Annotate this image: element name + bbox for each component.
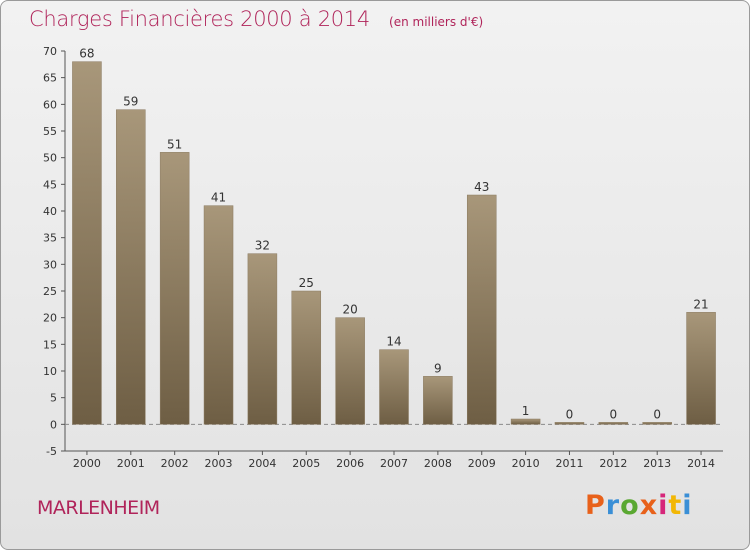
logo-letter: P [585, 490, 606, 521]
y-tick-label: 40 [43, 205, 57, 218]
chart-title: Charges Financières 2000 à 2014 [29, 7, 370, 31]
y-tick-label: -5 [46, 445, 57, 458]
y-tick-label: 65 [43, 72, 57, 85]
x-tick-label: 2009 [468, 457, 496, 470]
bar [423, 376, 453, 425]
bar [598, 422, 629, 425]
bar [116, 109, 146, 425]
logo-letter: i [658, 490, 669, 521]
data-label: 14 [386, 335, 401, 349]
logo-letter: x [639, 490, 659, 521]
data-label: 0 [566, 407, 574, 421]
data-label: 0 [610, 407, 618, 421]
data-label: 25 [299, 276, 314, 290]
x-tick-label: 2014 [687, 457, 715, 470]
x-tick-label: 2005 [292, 457, 320, 470]
data-label: 43 [474, 180, 489, 194]
x-tick-label: 2010 [512, 457, 540, 470]
data-label: 9 [434, 361, 442, 375]
x-tick-label: 2013 [643, 457, 671, 470]
x-tick-label: 2011 [555, 457, 583, 470]
bar [335, 317, 365, 425]
y-tick-label: 35 [43, 232, 57, 245]
y-tick-label: 45 [43, 178, 57, 191]
y-tick-label: 20 [43, 312, 57, 325]
chart-subtitle: (en milliers d'€) [389, 15, 484, 29]
logo-letter: r [605, 490, 621, 521]
logo-letter: i [682, 490, 693, 521]
x-tick-label: 2002 [161, 457, 189, 470]
proxiti-logo[interactable]: Proxiti [585, 490, 693, 521]
data-label: 0 [653, 407, 661, 421]
data-label: 51 [167, 137, 182, 151]
y-tick-label: 30 [43, 258, 57, 271]
data-label: 1 [522, 404, 530, 418]
y-tick-label: 55 [43, 125, 57, 138]
y-tick-label: 5 [50, 392, 57, 405]
x-tick-label: 2001 [117, 457, 145, 470]
x-tick-label: 2006 [336, 457, 364, 470]
x-tick-label: 2000 [73, 457, 101, 470]
bar [72, 61, 102, 425]
x-tick-label: 2008 [424, 457, 452, 470]
data-label: 41 [211, 191, 226, 205]
bar [159, 152, 190, 425]
data-labels: 68 59 51 41 32 25 20 14 9 43 1 0 0 0 21 [79, 47, 708, 422]
bar [510, 418, 541, 425]
data-label: 59 [123, 95, 138, 109]
bar [291, 290, 322, 425]
y-tick-label: 50 [43, 152, 57, 165]
y-tick-label: 60 [43, 98, 57, 111]
bar-series [72, 61, 716, 425]
logo-letter: o [620, 490, 640, 521]
bar [203, 205, 234, 425]
x-tick-label: 2007 [380, 457, 408, 470]
data-label: 20 [342, 303, 357, 317]
y-tick-label: 15 [43, 338, 57, 351]
data-label: 21 [693, 297, 708, 311]
x-tick-label: 2012 [599, 457, 627, 470]
x-tick-label: 2003 [205, 457, 233, 470]
commune-name: MARLENHEIM [37, 497, 160, 519]
bar [379, 349, 409, 425]
x-tick-label: 2004 [248, 457, 276, 470]
y-tick-label: 70 [43, 45, 57, 58]
logo-letter: t [668, 490, 683, 521]
bar [247, 253, 278, 425]
bar [686, 312, 716, 425]
bar [466, 194, 497, 425]
bar [554, 422, 585, 425]
y-tick-label: 25 [43, 285, 57, 298]
bar [642, 422, 672, 425]
data-label: 68 [79, 47, 94, 61]
data-label: 32 [255, 239, 270, 253]
y-tick-label: 0 [50, 418, 57, 431]
chart-title-block: Charges Financières 2000 à 2014 (en mill… [29, 7, 483, 31]
y-tick-label: 10 [43, 365, 57, 378]
